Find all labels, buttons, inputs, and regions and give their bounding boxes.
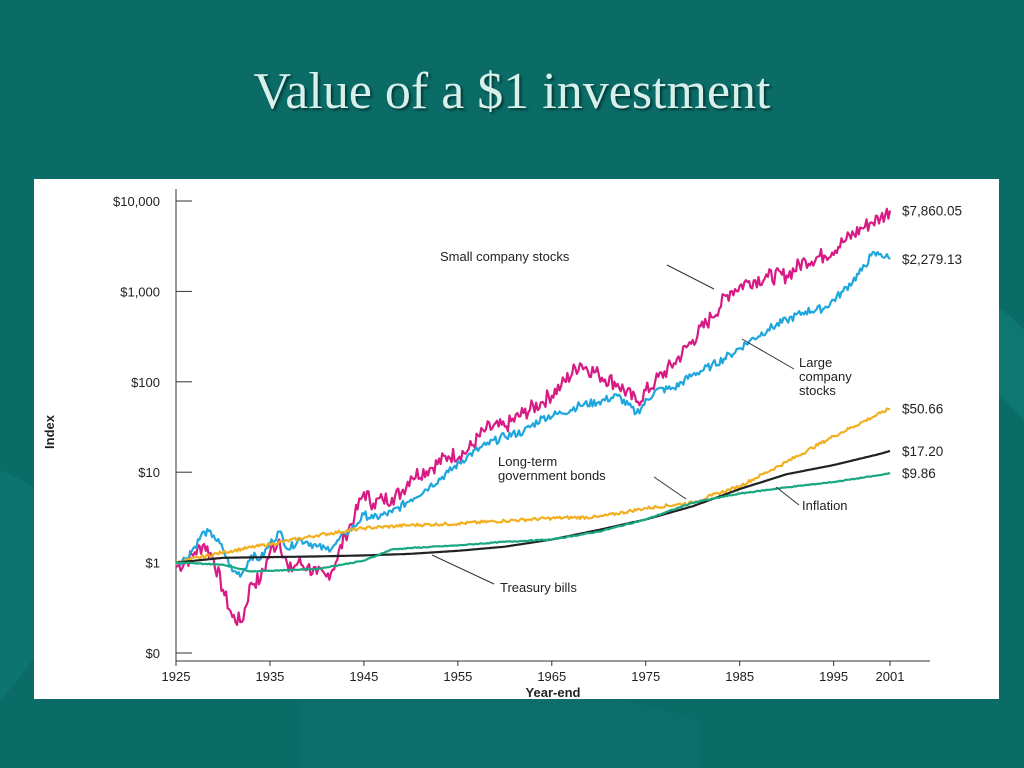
x-tick-label: 1965 <box>537 669 566 684</box>
end-value-label-treasury-bills: $17.20 <box>902 444 943 459</box>
chart-axes: $0 $1 $10 $100 $1,000 $10,000 1925 1935 1945 1955… <box>42 189 930 699</box>
annotation-label-inflation: Inflation <box>802 498 848 513</box>
chart-end-labels: $7,860.05 $2,279.13 $50.66 $17.20 $9.86 <box>902 203 962 480</box>
series-line-large-company-stocks <box>175 251 891 578</box>
end-value-label-inflation: $9.86 <box>902 466 936 481</box>
investment-chart: $0 $1 $10 $100 $1,000 $10,000 1925 1935 1945 1955… <box>42 189 962 699</box>
leader-line-small-company-stocks <box>666 264 715 290</box>
leader-line-inflation <box>775 486 800 506</box>
chart-series <box>175 207 892 626</box>
annotation-label-long-term-government-bonds: Long-term <box>498 454 557 469</box>
y-tick-label: $1,000 <box>120 284 160 299</box>
y-tick-label: $10,000 <box>113 194 160 209</box>
leader-line-large-company-stocks <box>741 338 795 370</box>
slide-title: Value of a $1 investment <box>253 63 771 120</box>
x-tick-label: 1975 <box>631 669 660 684</box>
y-tick-label: $100 <box>131 375 160 390</box>
end-value-label-long-term-government-bonds: $50.66 <box>902 401 943 416</box>
x-tick-label: 1995 <box>819 669 848 684</box>
end-value-label-small-company-stocks: $7,860.05 <box>902 203 962 218</box>
series-line-long-term-government-bonds <box>175 407 891 565</box>
x-tick-label: 1945 <box>349 669 378 684</box>
series-line-treasury-bills <box>175 449 891 564</box>
annotation-label-treasury-bills: Treasury bills <box>500 580 577 595</box>
x-axis-title: Year-end <box>526 685 581 699</box>
x-tick-label: 1925 <box>162 669 191 684</box>
series-line-inflation <box>176 471 891 573</box>
y-axis-title: Index <box>42 414 57 449</box>
x-tick-label: 1955 <box>443 669 472 684</box>
end-value-label-large-company-stocks: $2,279.13 <box>902 252 962 267</box>
y-tick-label: $10 <box>138 465 160 480</box>
y-tick-label: $0 <box>146 646 160 661</box>
y-tick-label: $1 <box>146 556 160 571</box>
annotation-label-large-company-stocks: stocks <box>799 383 836 398</box>
leader-line-long-term-government-bonds <box>653 476 687 500</box>
annotation-label-small-company-stocks: Small company stocks <box>440 249 570 264</box>
annotation-label-large-company-stocks: company <box>799 369 852 384</box>
series-line-small-company-stocks <box>175 207 892 626</box>
annotation-label-large-company-stocks: Large <box>799 355 832 370</box>
x-tick-label: 1935 <box>255 669 284 684</box>
annotation-label-long-term-government-bonds: government bonds <box>498 468 606 483</box>
x-tick-label: 1985 <box>725 669 754 684</box>
x-tick-label: 2001 <box>876 669 905 684</box>
leader-line-treasury-bills <box>431 554 495 585</box>
chart-panel: $0 $1 $10 $100 $1,000 $10,000 1925 1935 1945 1955… <box>34 179 999 699</box>
